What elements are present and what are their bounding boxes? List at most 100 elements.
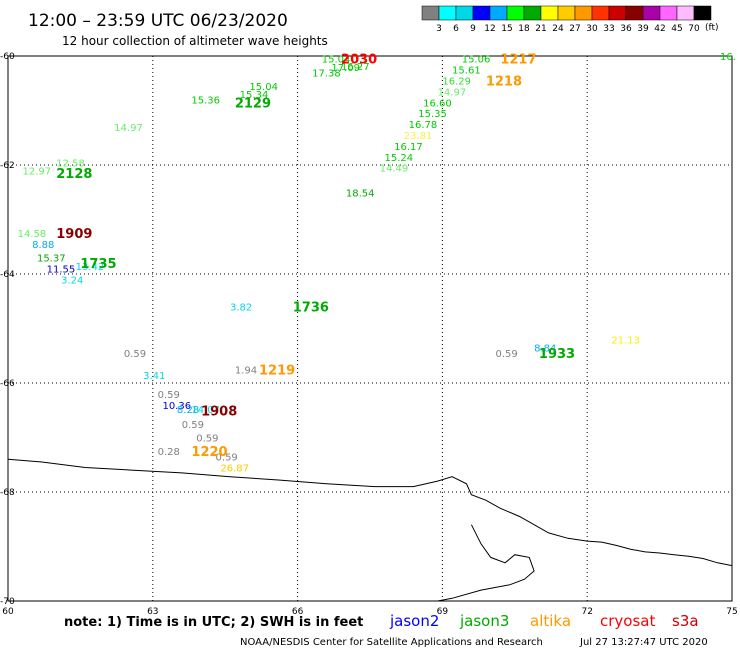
footer-note: note: 1) Time is in UTC; 2) SWH is in fe… [64,615,363,630]
swh-value: 16.60 [423,98,452,109]
swh-value: 15.34 [240,90,269,101]
x-tick-label: 60 [2,607,14,617]
swh-value: 3.82 [230,303,252,314]
swh-value: 0.59 [182,420,204,431]
swh-value: 3.41 [143,371,165,382]
swh-value: 15.36 [191,96,220,107]
swh-value: 0.59 [158,390,180,401]
y-tick-label: -68 [0,488,15,498]
y-tick-label: -70 [0,597,15,607]
swh-value: 12.58 [56,158,85,169]
swh-value: 16. [720,52,736,63]
timestamp-text: Jul 27 13:27:47 UTC 2020 [579,637,708,648]
satellite-name: jason2 [389,612,439,630]
legend-label: 70 [688,24,700,34]
y-tick-label: -64 [0,270,15,280]
legend-label: 39 [637,24,649,34]
pass-time-label: 2129 [235,96,271,111]
legend-swatch [625,5,644,21]
x-tick-label: 69 [437,607,449,617]
legend-swatch [540,5,559,21]
swh-value: 17.09 [331,63,360,74]
satellite-name: jason3 [459,612,509,630]
swh-value: 10.36 [162,401,191,412]
legend-label: 3 [436,24,442,34]
coastline-path [7,458,733,567]
credit-text: NOAA/NESDIS Center for Satellite Applica… [240,637,543,648]
legend-label: 30 [586,24,598,34]
swh-value: 12.97 [22,166,51,177]
legend-label: 15 [501,24,512,34]
swh-value: 8.84 [534,344,556,355]
swh-value: 15.04 [322,55,351,66]
legend-swatch [591,5,610,21]
swh-value: 18.54 [346,188,375,199]
pass-time-label: 1219 [259,363,295,378]
pass-time-label: 1736 [293,301,329,316]
y-tick-label: -66 [0,379,15,389]
legend-swatch [472,5,491,21]
swh-value: 16.17 [394,142,423,153]
swh-value: 14.97 [438,87,467,98]
swh-value: 3.24 [61,275,83,286]
legend-swatch [506,5,525,21]
legend-swatch [557,5,576,21]
legend-swatch [676,5,695,21]
swh-value: 0.59 [196,434,218,445]
swh-value: 0.59 [495,349,517,360]
legend-label: 9 [470,24,476,34]
y-tick-label: -60 [0,52,15,62]
swh-value: 14.97 [114,123,143,134]
swh-value: 15.37 [37,254,66,265]
axis-ticks: 60 63 66 69 72 75 -60 -62 -64 -66 -68 -70 [0,52,738,617]
legend-label: 18 [518,24,530,34]
legend-label: 42 [654,24,665,34]
legend-swatch [438,5,457,21]
legend-swatch [608,5,627,21]
grid-lines [8,56,732,601]
swh-value: 8.88 [32,240,54,251]
pass-time-label: 1908 [201,404,237,419]
swh-value: 1.94 [235,365,257,376]
legend-label: 24 [552,24,564,34]
swh-value: 16.29 [442,77,471,88]
legend-label: 6 [453,24,459,34]
swh-value: 14.58 [18,229,47,240]
swh-value: 16.78 [409,120,438,131]
legend-unit: (ft) [705,23,719,33]
swh-value: 14.07 [191,405,220,416]
coastline [7,458,733,602]
legend-label: 45 [671,24,682,34]
satellite-name: cryosat [600,612,655,630]
swh-value: 15.61 [452,66,481,77]
pass-time-label: 1217 [500,53,536,68]
x-tick-label: 66 [292,607,304,617]
observations: 15.0417.0916.2717.3815.0415.3415.3614.97… [18,52,736,474]
pass-time-label: 1735 [80,257,116,272]
satellite-legend: jason2 jason3 altika cryosat s3a [389,612,699,630]
map-title: 12:00 – 23:59 UTC 06/23/2020 [28,11,288,31]
x-tick-label: 72 [581,607,592,617]
legend-swatch [693,5,712,21]
color-legend: 3 6 9 12 15 18 21 24 27 30 33 36 39 42 45 70 [421,5,712,34]
legend-swatch [642,5,661,21]
swh-value: 8.28 [177,405,199,416]
pass-time-label: 1220 [191,445,227,460]
y-tick-label: -62 [0,161,15,171]
swh-value: 15.04 [249,82,278,93]
swh-value: 0.59 [124,349,146,360]
legend-swatch [574,5,593,21]
swh-value: 23.81 [404,131,433,142]
legend-swatch [421,5,440,21]
swh-value: 21.13 [611,335,640,346]
time-labels: 2030 2129 2128 1217 1218 1909 1735 1736 1219 1908… [56,53,575,460]
x-tick-label: 63 [147,607,158,617]
swh-value: 0.59 [216,453,238,464]
pass-time-label: 1218 [486,75,522,90]
swh-value: 17.38 [312,68,341,79]
x-tick-label: 75 [726,607,737,617]
legend-label: 21 [535,24,546,34]
pass-time-label: 1909 [56,227,92,242]
pass-time-label: 2128 [56,167,92,182]
legend-swatch [489,5,508,21]
